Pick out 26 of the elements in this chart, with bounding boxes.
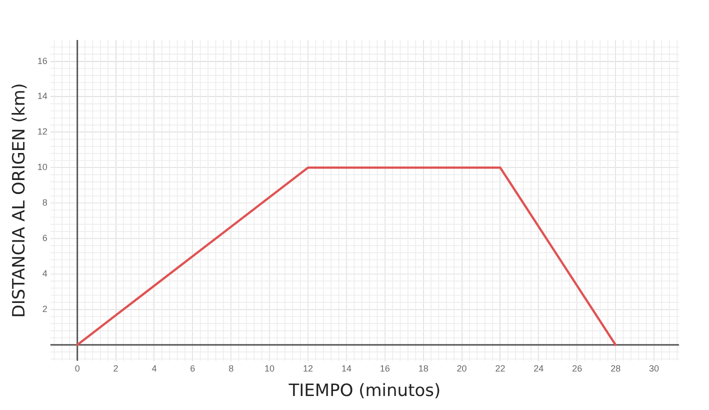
x-tick-label: 4	[152, 364, 157, 374]
x-tick-label: 8	[228, 364, 234, 374]
y-tick-label: 10	[37, 162, 48, 172]
x-tick-label: 20	[456, 364, 467, 374]
y-tick-label: 4	[42, 268, 48, 278]
x-tick-label: 24	[534, 364, 544, 374]
x-tick-label: 2	[113, 364, 118, 374]
x-tick-label: 6	[190, 364, 196, 374]
x-tick-label: 12	[302, 364, 314, 374]
x-tick-label: 26	[572, 364, 582, 374]
x-tick-label: 30	[649, 364, 660, 374]
y-tick-label: 8	[42, 198, 48, 208]
x-tick-label: 0	[74, 364, 80, 374]
x-axis-title: TIEMPO (minutos)	[288, 381, 441, 402]
x-tick-label: 10	[264, 364, 275, 374]
x-tick-label: 14	[341, 364, 352, 374]
x-tick-label: 28	[610, 364, 621, 374]
y-tick-label: 14	[37, 91, 48, 102]
x-tick-label: 16	[380, 364, 390, 374]
y-axis-title: DISTANCIA AL ORIGEN (km)	[10, 83, 30, 318]
y-tick-label: 12	[37, 126, 48, 137]
x-tick-label: 22	[495, 364, 506, 374]
x-tick-label: 18	[418, 364, 428, 374]
y-tick-label: 16	[37, 56, 48, 66]
y-tick-label: 6	[42, 232, 48, 243]
y-tick-label: 2	[42, 304, 48, 314]
